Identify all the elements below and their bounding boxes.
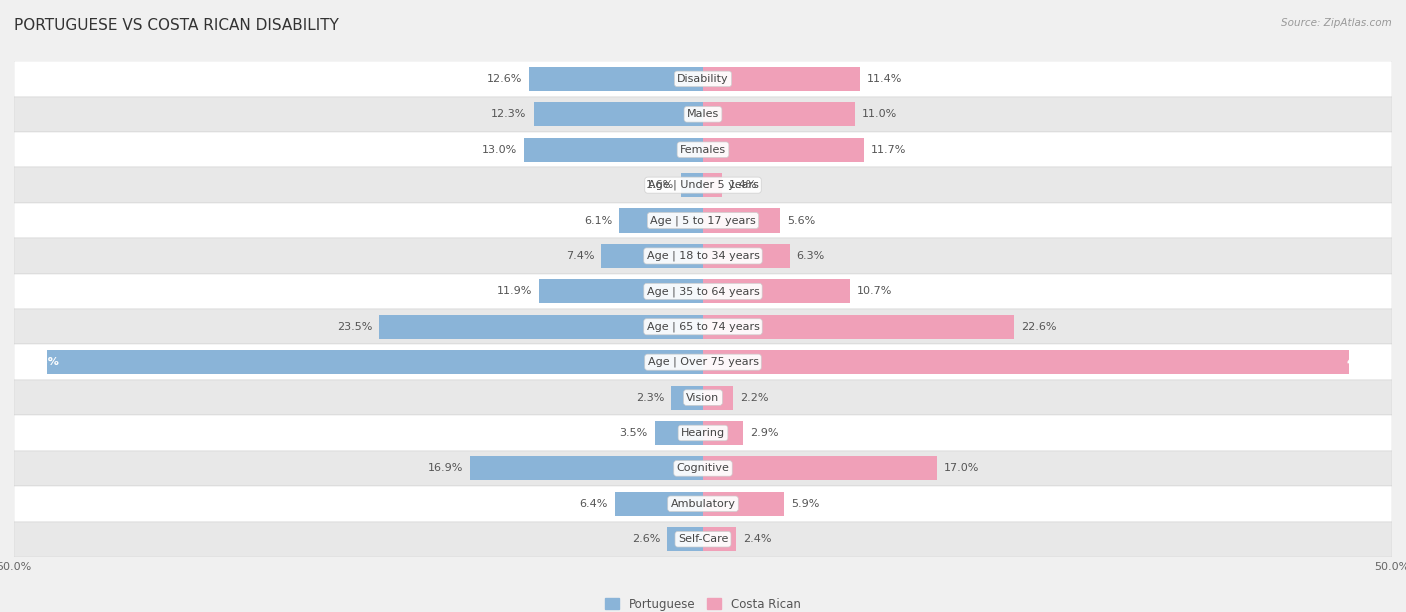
Text: Age | Over 75 years: Age | Over 75 years: [648, 357, 758, 367]
Text: 10.7%: 10.7%: [858, 286, 893, 296]
Text: 2.2%: 2.2%: [740, 392, 769, 403]
Text: 5.9%: 5.9%: [792, 499, 820, 509]
Bar: [614, 492, 703, 516]
Text: 11.0%: 11.0%: [862, 110, 897, 119]
Legend: Portuguese, Costa Rican: Portuguese, Costa Rican: [600, 593, 806, 612]
Bar: [14, 168, 1392, 203]
Text: 6.1%: 6.1%: [583, 215, 612, 226]
Bar: [14, 380, 1392, 416]
Bar: [14, 486, 1392, 521]
Bar: [703, 350, 1350, 374]
Bar: [600, 244, 703, 268]
Bar: [703, 279, 851, 304]
Text: 2.6%: 2.6%: [631, 534, 661, 544]
Bar: [703, 492, 785, 516]
Text: 7.4%: 7.4%: [565, 251, 595, 261]
Text: 1.4%: 1.4%: [730, 180, 758, 190]
Bar: [14, 450, 1392, 486]
Bar: [14, 309, 1392, 345]
Bar: [14, 61, 1392, 97]
Text: Self-Care: Self-Care: [678, 534, 728, 544]
Bar: [703, 244, 790, 268]
Bar: [524, 138, 703, 162]
Bar: [671, 386, 703, 409]
Bar: [703, 457, 938, 480]
Bar: [681, 173, 703, 197]
Bar: [703, 209, 780, 233]
Bar: [14, 238, 1392, 274]
Text: Males: Males: [688, 110, 718, 119]
Bar: [533, 102, 703, 126]
Bar: [14, 521, 1392, 557]
Text: Vision: Vision: [686, 392, 720, 403]
Text: 2.3%: 2.3%: [636, 392, 665, 403]
Bar: [538, 279, 703, 304]
Bar: [703, 173, 723, 197]
Bar: [14, 416, 1392, 450]
Bar: [619, 209, 703, 233]
Text: Females: Females: [681, 144, 725, 155]
Bar: [14, 274, 1392, 309]
Bar: [48, 350, 703, 374]
Text: 12.6%: 12.6%: [486, 74, 523, 84]
Text: Source: ZipAtlas.com: Source: ZipAtlas.com: [1281, 18, 1392, 28]
Text: 6.3%: 6.3%: [797, 251, 825, 261]
Bar: [703, 421, 742, 445]
Text: 2.9%: 2.9%: [749, 428, 779, 438]
Text: 1.6%: 1.6%: [645, 180, 673, 190]
Text: 23.5%: 23.5%: [337, 322, 373, 332]
Text: Ambulatory: Ambulatory: [671, 499, 735, 509]
Text: 11.7%: 11.7%: [872, 144, 907, 155]
Bar: [14, 203, 1392, 238]
Text: 46.9%: 46.9%: [1346, 357, 1385, 367]
Text: 47.6%: 47.6%: [21, 357, 60, 367]
Text: Age | 5 to 17 years: Age | 5 to 17 years: [650, 215, 756, 226]
Text: Cognitive: Cognitive: [676, 463, 730, 474]
Text: 5.6%: 5.6%: [787, 215, 815, 226]
Bar: [14, 97, 1392, 132]
Text: 16.9%: 16.9%: [427, 463, 463, 474]
Text: 17.0%: 17.0%: [945, 463, 980, 474]
Bar: [703, 138, 865, 162]
Bar: [703, 102, 855, 126]
Bar: [530, 67, 703, 91]
Text: 11.9%: 11.9%: [496, 286, 531, 296]
Bar: [703, 67, 860, 91]
Bar: [703, 386, 734, 409]
Bar: [380, 315, 703, 339]
Bar: [14, 345, 1392, 380]
Text: 2.4%: 2.4%: [742, 534, 772, 544]
Text: 3.5%: 3.5%: [620, 428, 648, 438]
Text: Age | 35 to 64 years: Age | 35 to 64 years: [647, 286, 759, 297]
Text: Age | 18 to 34 years: Age | 18 to 34 years: [647, 251, 759, 261]
Text: Age | Under 5 years: Age | Under 5 years: [648, 180, 758, 190]
Bar: [703, 315, 1014, 339]
Text: Age | 65 to 74 years: Age | 65 to 74 years: [647, 321, 759, 332]
Text: 6.4%: 6.4%: [579, 499, 607, 509]
Bar: [470, 457, 703, 480]
Text: 12.3%: 12.3%: [491, 110, 527, 119]
Bar: [703, 527, 737, 551]
Text: 22.6%: 22.6%: [1021, 322, 1057, 332]
Text: 11.4%: 11.4%: [868, 74, 903, 84]
Text: PORTUGUESE VS COSTA RICAN DISABILITY: PORTUGUESE VS COSTA RICAN DISABILITY: [14, 18, 339, 34]
Text: 13.0%: 13.0%: [482, 144, 517, 155]
Bar: [655, 421, 703, 445]
Bar: [668, 527, 703, 551]
Text: Hearing: Hearing: [681, 428, 725, 438]
Bar: [14, 132, 1392, 168]
Text: Disability: Disability: [678, 74, 728, 84]
